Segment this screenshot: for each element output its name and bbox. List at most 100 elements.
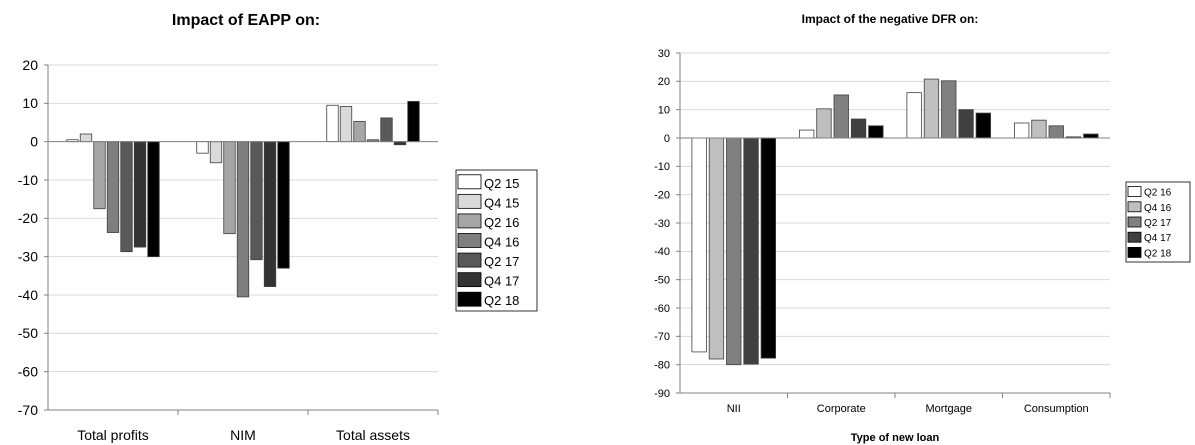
legend-label: Q2 18	[1144, 248, 1172, 259]
legend-swatch	[457, 193, 482, 209]
y-tick-label: -10	[18, 172, 38, 188]
bar	[133, 141, 147, 248]
y-tick-label: -20	[654, 190, 670, 202]
chart-title: Impact of the negative DFR on:	[802, 12, 979, 26]
x-axis-label: Type of new loan	[851, 432, 940, 444]
axes: 20 10 0 -10 -20 -30 -40 -50 -60 -70 Total profits N…	[18, 57, 439, 443]
bar	[339, 106, 353, 143]
chart-title: Impact of EAPP on:	[172, 12, 320, 29]
bar	[708, 137, 725, 360]
bar	[1048, 125, 1064, 139]
y-tick-label: 10	[658, 105, 670, 117]
bar	[407, 101, 420, 143]
bar	[93, 141, 106, 210]
bar	[236, 141, 250, 298]
y-tick-label: 10	[22, 95, 38, 111]
legend-swatch	[1127, 216, 1142, 228]
y-tick-label: -10	[654, 161, 670, 173]
bar	[263, 141, 277, 287]
x-tick-label: Corporate	[817, 403, 866, 415]
bar	[816, 108, 832, 139]
legend-swatch	[1127, 231, 1142, 243]
bar	[868, 125, 884, 139]
y-tick-label: -20	[18, 210, 38, 226]
y-tick-label: -70	[654, 331, 670, 343]
bar	[250, 141, 263, 261]
y-tick-label: -80	[654, 360, 670, 372]
legend-swatch	[457, 213, 482, 229]
bar	[923, 78, 940, 139]
x-tick-label: Total assets	[336, 427, 410, 443]
bar	[743, 137, 759, 365]
bar	[799, 129, 815, 139]
y-tick-label: -40	[18, 287, 38, 303]
y-tick-label: -90	[654, 388, 670, 400]
legend-label: Q4 17	[1144, 233, 1172, 244]
dfr-impact-chart: Impact of the negative DFR on: Type of n…	[654, 12, 1191, 444]
bar	[380, 117, 393, 143]
legend-swatch	[1127, 246, 1142, 258]
legend-label: Q2 15	[484, 176, 519, 191]
y-tick-label: 20	[658, 76, 670, 88]
y-tick-label: -70	[18, 402, 38, 418]
legend-swatch	[1127, 201, 1142, 213]
bar	[850, 118, 867, 139]
axes: 30 20 10 0 -10 -20 -30 -40 -50 -60 -70 -80 -90 NII Cor…	[654, 48, 1111, 415]
x-tick-label: Mortgage	[926, 403, 972, 415]
eapp-impact-chart: Impact of EAPP on: 20 10 0 -10 -20 -30 -40 -50 -…	[18, 12, 538, 443]
y-tick-label: -30	[654, 218, 670, 230]
legend-swatch	[457, 272, 482, 288]
y-tick-label: -50	[654, 275, 670, 287]
bar	[760, 137, 776, 359]
bars	[66, 101, 420, 298]
y-tick-label: 0	[30, 134, 38, 150]
bar	[1083, 133, 1099, 139]
legend-swatch	[457, 252, 482, 268]
bar	[941, 80, 957, 139]
bar	[1031, 119, 1047, 139]
bar	[79, 133, 93, 143]
bars	[691, 78, 1099, 366]
y-tick-label: -60	[654, 303, 670, 315]
x-tick-label: Total profits	[77, 427, 149, 443]
legend: Q2 15 Q4 15 Q2 16 Q4 16 Q2 17 Q4 17 Q2 18	[455, 169, 538, 312]
y-tick-label: -50	[18, 325, 38, 341]
bar	[196, 141, 209, 154]
legend-label: Q4 15	[484, 195, 519, 210]
x-tick-label: Consumption	[1024, 403, 1089, 415]
bar	[975, 112, 991, 139]
y-tick-label: -30	[18, 249, 38, 265]
legend-label: Q2 16	[1144, 188, 1172, 199]
bar	[726, 137, 742, 366]
bar	[691, 137, 707, 353]
bar	[326, 104, 339, 143]
bar	[833, 94, 849, 139]
bar	[353, 120, 366, 143]
x-tick-label: NIM	[230, 427, 256, 443]
bar	[106, 141, 120, 233]
legend-label: Q2 16	[484, 215, 519, 230]
legend-label: Q4 16	[1144, 203, 1172, 214]
bar	[223, 141, 236, 235]
legend-swatch	[1127, 186, 1142, 198]
legend-swatch	[457, 291, 482, 307]
bar	[209, 141, 223, 164]
y-tick-label: -40	[654, 246, 670, 258]
bar	[120, 141, 133, 253]
legend: Q2 16 Q4 16 Q2 17 Q4 17 Q2 18	[1125, 181, 1191, 263]
legend-label: Q2 18	[484, 293, 519, 308]
legend-swatch	[457, 233, 482, 248]
legend-label: Q4 16	[484, 235, 519, 250]
x-tick-label: NII	[727, 403, 741, 415]
y-tick-label: 30	[658, 48, 670, 60]
bar	[906, 92, 922, 139]
legend-label: Q4 17	[484, 274, 519, 289]
legend-label: Q2 17	[484, 254, 519, 269]
bar	[147, 141, 160, 258]
y-tick-label: -60	[18, 364, 38, 380]
legend-swatch	[457, 174, 482, 190]
bar	[277, 141, 290, 269]
y-tick-label: 0	[664, 133, 670, 145]
bar	[958, 109, 974, 139]
